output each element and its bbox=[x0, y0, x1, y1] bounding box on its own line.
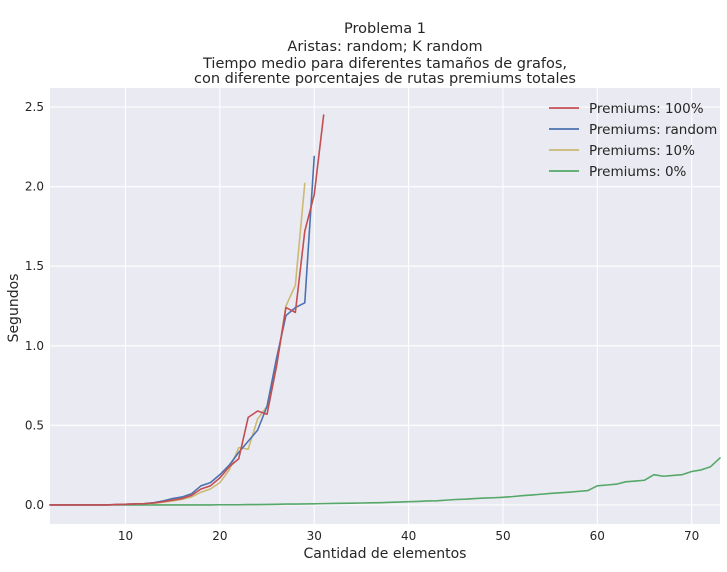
series-lines bbox=[49, 114, 721, 506]
tick-labels: 10 20 30 40 50 60 70 0.0 0.5 1.0 1.5 2.0 2.5 bbox=[25, 100, 699, 543]
title-line-3: Tiempo medio para diferentes tamaños de … bbox=[202, 56, 567, 72]
title-line-4: con diferente porcentajes de rutas premi… bbox=[194, 71, 576, 87]
chart-title: Problema 1 Aristas: random; K random Tie… bbox=[194, 21, 576, 87]
y-tick-label: 1.0 bbox=[25, 339, 44, 353]
x-tick-label: 30 bbox=[307, 529, 322, 543]
legend-label: Premiums: 10% bbox=[589, 143, 695, 159]
series-line-3 bbox=[49, 457, 721, 506]
y-tick-label: 0.0 bbox=[25, 498, 44, 512]
y-tick-label: 0.5 bbox=[25, 418, 44, 432]
x-tick-label: 60 bbox=[590, 529, 605, 543]
x-tick-label: 70 bbox=[684, 529, 699, 543]
y-axis-label: Segundos bbox=[6, 274, 22, 343]
legend: Premiums: 100% Premiums: random Premiums: … bbox=[549, 101, 717, 180]
x-tick-label: 40 bbox=[401, 529, 416, 543]
y-tick-label: 2.5 bbox=[25, 100, 44, 114]
title-line-1: Problema 1 bbox=[344, 21, 426, 37]
x-tick-label: 10 bbox=[118, 529, 133, 543]
title-line-2: Aristas: random; K random bbox=[287, 39, 482, 55]
series-line-0 bbox=[49, 114, 325, 506]
plot-background bbox=[50, 88, 720, 524]
legend-label: Premiums: 0% bbox=[589, 164, 687, 180]
legend-label: Premiums: 100% bbox=[589, 101, 704, 117]
x-axis-label: Cantidad de elementos bbox=[304, 546, 467, 562]
y-tick-label: 2.0 bbox=[25, 180, 44, 194]
x-tick-label: 50 bbox=[495, 529, 510, 543]
y-tick-label: 1.5 bbox=[25, 259, 44, 273]
legend-label: Premiums: random bbox=[589, 122, 717, 138]
x-tick-label: 20 bbox=[212, 529, 227, 543]
